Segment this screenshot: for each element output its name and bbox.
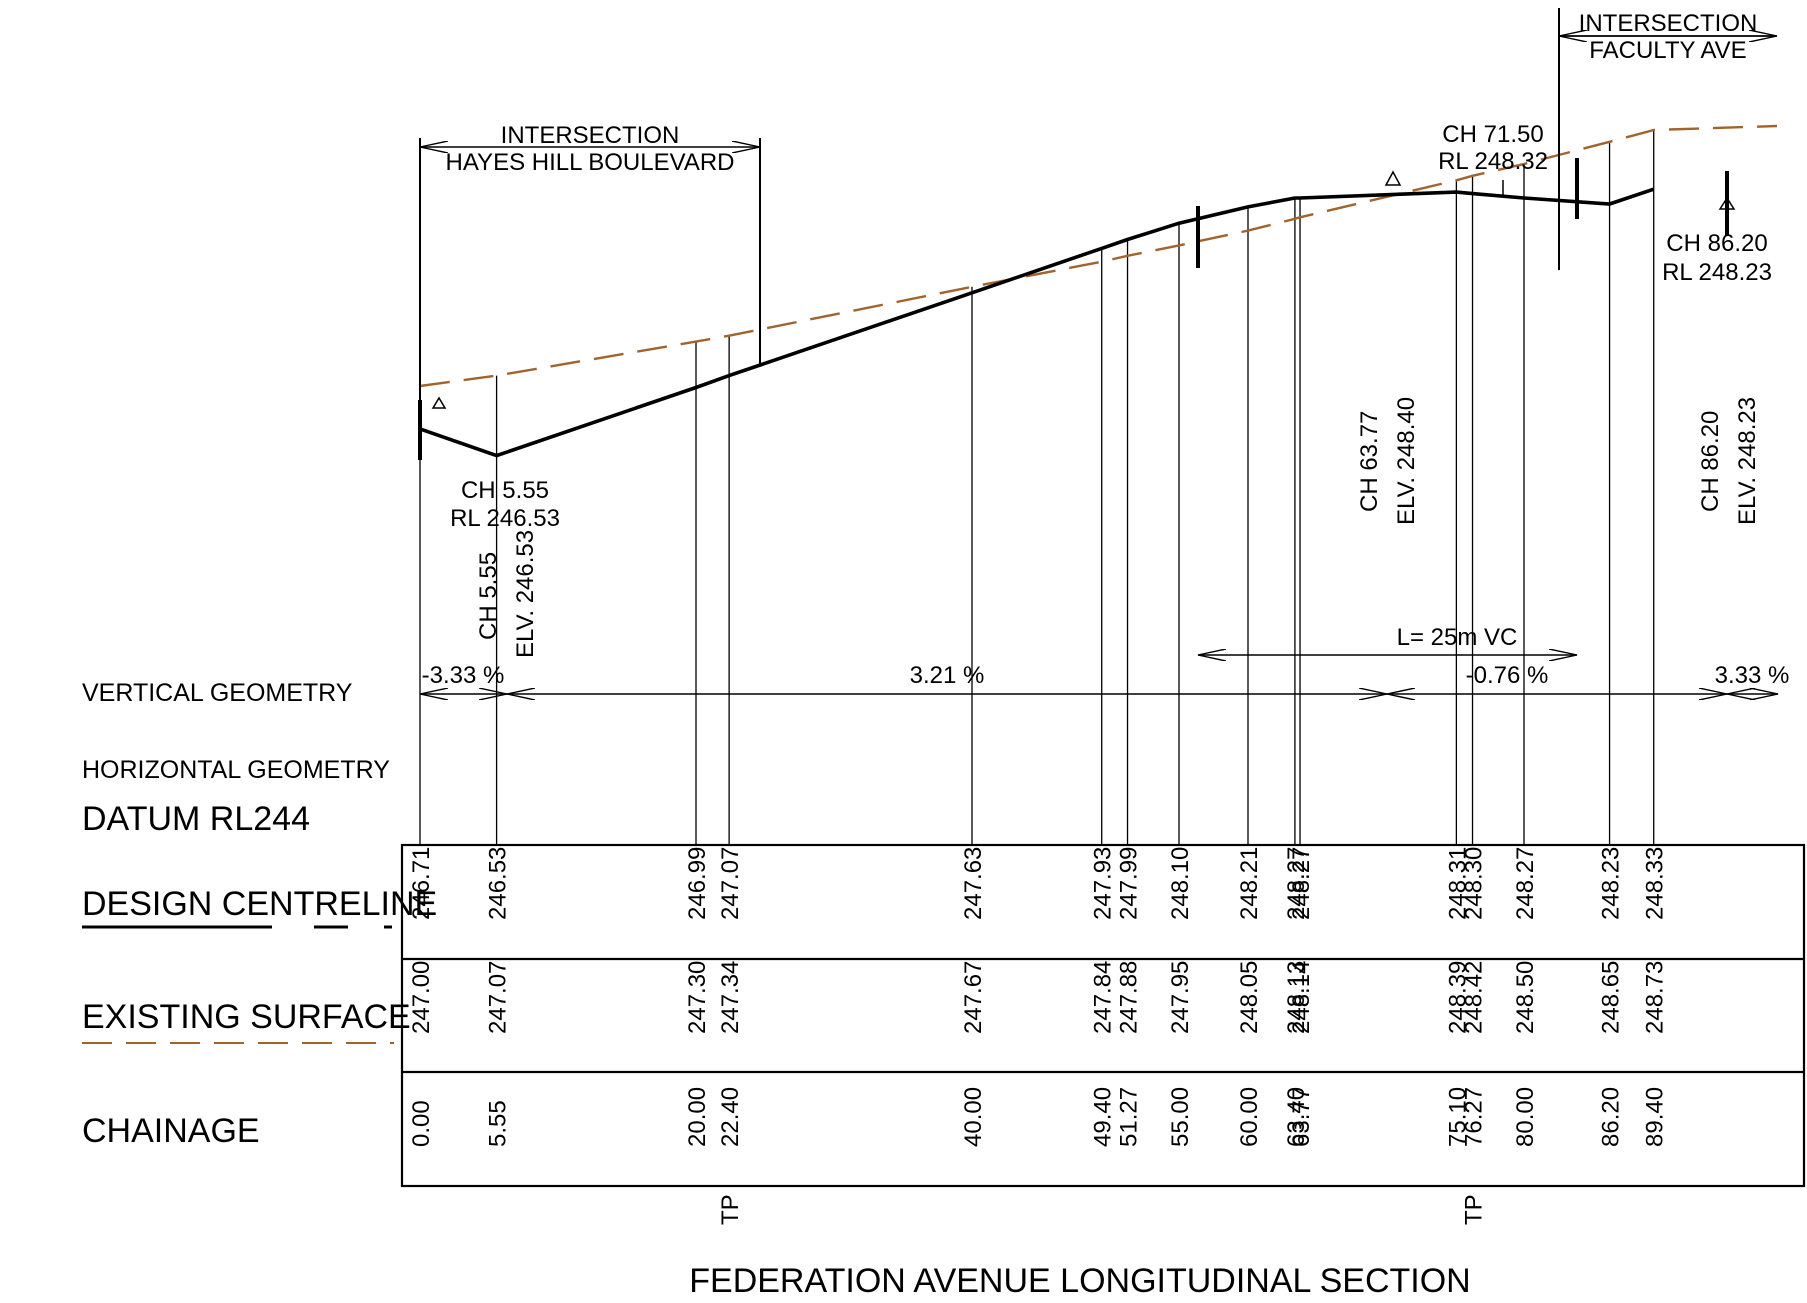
intersection-faculty-line2: FACULTY AVE	[1589, 37, 1746, 64]
design-centreline-value: 246.53	[485, 847, 512, 920]
ip-triangle-marker	[1384, 170, 1402, 186]
chainage-value: 63.77	[1288, 1087, 1315, 1147]
vertical-curve-length: L= 25m VC	[1397, 624, 1518, 651]
data-table	[400, 843, 1806, 1188]
existing-surface-value: 247.88	[1116, 961, 1143, 1034]
existing-surface-value: 247.00	[408, 961, 435, 1034]
low-point-marker	[431, 396, 447, 409]
design-centreline-value: 247.99	[1116, 847, 1143, 920]
existing-surface-value: 247.34	[717, 961, 744, 1034]
design-centreline-value: 248.23	[1598, 847, 1625, 920]
end-point-chainage: CH 86.20	[1666, 230, 1767, 257]
tp-marker: TP	[1461, 1194, 1488, 1225]
intersection-hayes-line2: HAYES HILL BOULEVARD	[446, 149, 735, 176]
existing-surface-value: 248.50	[1512, 961, 1539, 1034]
grade-segment-3: -0.76 %	[1466, 662, 1549, 689]
design-centreline-value: 247.93	[1090, 847, 1117, 920]
design-centreline-value: 248.21	[1236, 847, 1263, 920]
existing-surface-value: 248.14	[1288, 961, 1315, 1034]
intersection-hayes-hill-bracket: INTERSECTION HAYES HILL BOULEVARD	[419, 122, 761, 445]
design-centreline-value: 248.27	[1283, 847, 1310, 920]
existing-surface-value: 247.67	[960, 961, 987, 1034]
design-centreline-value: 246.99	[684, 847, 711, 920]
end-vertical-elevation: ELV. 248.23	[1734, 397, 1761, 525]
design-centreline-value: 247.63	[960, 847, 987, 920]
low-point-chainage: CH 5.55	[461, 477, 549, 504]
design-centreline-value: 247.07	[717, 847, 744, 920]
grade-segment-1: -3.33 %	[422, 662, 505, 689]
chainage-value: 20.00	[684, 1087, 711, 1147]
existing-surface-value: 248.42	[1461, 961, 1488, 1034]
high-point-chainage: CH 71.50	[1442, 121, 1543, 148]
low-point-rl: RL 246.53	[450, 505, 560, 532]
design-centreline-value: 248.30	[1461, 847, 1488, 920]
vertical-geometry-label: VERTICAL GEOMETRY	[82, 679, 353, 707]
design-centreline-value: 246.71	[408, 847, 435, 920]
table-cells: 246.71 246.53 246.99 247.07 247.63 247.93247.…	[408, 847, 1669, 1147]
datum-label: DATUM RL244	[82, 800, 310, 838]
existing-surface-value: 248.13	[1283, 961, 1310, 1034]
grade-segment-2: 3.21 %	[910, 662, 985, 689]
chainage-value: 22.40	[717, 1087, 744, 1147]
design-centreline-value: 248.27	[1512, 847, 1539, 920]
chainage-value: 63.40	[1283, 1087, 1310, 1147]
chainage-value: 55.00	[1167, 1087, 1194, 1147]
low-point-vertical-chainage: CH 5.55	[475, 552, 502, 640]
drawing-title: FEDERATION AVENUE LONGITUDINAL SECTION	[689, 1262, 1471, 1300]
existing-surface-line	[419, 124, 1778, 388]
grade-segment-4: 3.33 %	[1715, 662, 1790, 689]
existing-surface-value: 247.07	[485, 961, 512, 1034]
intersection-faculty-ave-bracket: INTERSECTION FACULTY AVE	[1558, 8, 1777, 270]
intersection-faculty-line1: INTERSECTION	[1579, 10, 1758, 37]
design-centreline-value: 248.10	[1167, 847, 1194, 920]
chainage-value: 0.00	[408, 1100, 435, 1147]
existing-surface-value: 248.73	[1642, 961, 1669, 1034]
tp-marker: TP	[717, 1194, 744, 1225]
chainage-value: 49.40	[1090, 1087, 1117, 1147]
chainage-value: 75.10	[1444, 1087, 1471, 1147]
ordinate-lines	[419, 129, 1655, 845]
vertical-curve-dimension: L= 25m VC	[1198, 624, 1577, 655]
chainage-label: CHAINAGE	[82, 1112, 260, 1150]
ip-vertical-chainage: CH 63.77	[1356, 411, 1383, 512]
low-point-vertical-elevation: ELV. 246.53	[512, 530, 539, 658]
design-centreline-profile	[419, 187, 1655, 458]
chainage-value: 80.00	[1512, 1087, 1539, 1147]
existing-surface-value: 247.95	[1167, 961, 1194, 1034]
chainage-value: 5.55	[485, 1100, 512, 1147]
end-vertical-chainage: CH 86.20	[1697, 411, 1724, 512]
existing-surface-value: 248.39	[1444, 961, 1471, 1034]
existing-surface-value: 248.05	[1236, 961, 1263, 1034]
design-centreline-value: 248.33	[1642, 847, 1669, 920]
horizontal-geometry-label: HORIZONTAL GEOMETRY	[82, 756, 390, 784]
existing-surface-value: 247.84	[1090, 961, 1117, 1034]
end-point-rl: RL 248.23	[1662, 259, 1772, 286]
existing-surface-value: 248.65	[1598, 961, 1625, 1034]
design-centreline-value: 248.27	[1288, 847, 1315, 920]
high-point-rl: RL 248.32	[1438, 148, 1548, 175]
chainage-value: 86.20	[1598, 1087, 1625, 1147]
intersection-hayes-line1: INTERSECTION	[501, 122, 680, 149]
tp-markers: TP TP	[717, 1194, 1487, 1225]
ip-vertical-elevation: ELV. 248.40	[1393, 397, 1420, 525]
chainage-value: 40.00	[960, 1087, 987, 1147]
design-centreline-value: 248.31	[1444, 847, 1471, 920]
chainage-value: 60.00	[1236, 1087, 1263, 1147]
chainage-value: 51.27	[1116, 1087, 1143, 1147]
existing-surface-value: 247.30	[684, 961, 711, 1034]
existing-surface-label: EXISTING SURFACE	[82, 998, 411, 1036]
design-centreline-label: DESIGN CENTRELINE	[82, 885, 437, 923]
chainage-value: 89.40	[1642, 1087, 1669, 1147]
vertical-geometry-row: -3.33 % 3.21 % -0.76 % 3.33 %	[420, 662, 1789, 694]
chainage-value: 76.27	[1461, 1087, 1488, 1147]
